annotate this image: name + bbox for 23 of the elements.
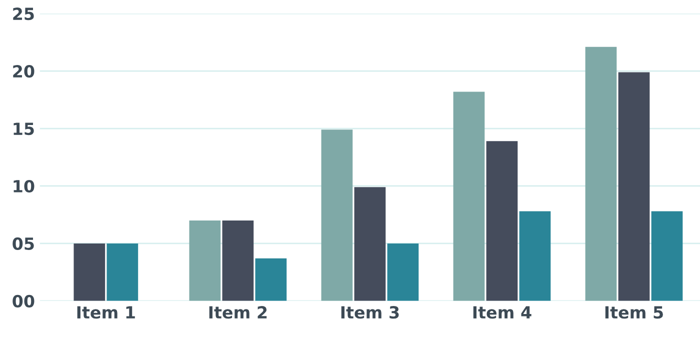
x-tick-label: Item 3: [341, 306, 399, 319]
bar: [189, 220, 221, 301]
bar: [354, 187, 386, 301]
bar: [651, 211, 683, 301]
x-tick-label: Item 4: [473, 306, 532, 319]
y-tick-label: 25: [13, 8, 34, 20]
bar: [618, 72, 650, 301]
bar: [486, 141, 518, 301]
y-tick-label: 00: [12, 294, 34, 308]
bar: [321, 130, 353, 301]
y-tick-label: 05: [12, 237, 34, 250]
bar: [453, 92, 485, 301]
bar: [222, 220, 254, 301]
bar: [255, 258, 287, 301]
y-tick-label: 15: [14, 122, 34, 136]
x-tick-label: Item 2: [209, 306, 267, 319]
x-tick-label: Item 5: [605, 306, 663, 319]
bar: [519, 211, 551, 301]
x-tick-label: Item 1: [77, 306, 135, 319]
bar: [585, 46, 617, 301]
y-tick-label: 10: [14, 180, 34, 193]
bar: [387, 243, 419, 301]
y-tick-label: 20: [13, 65, 34, 78]
